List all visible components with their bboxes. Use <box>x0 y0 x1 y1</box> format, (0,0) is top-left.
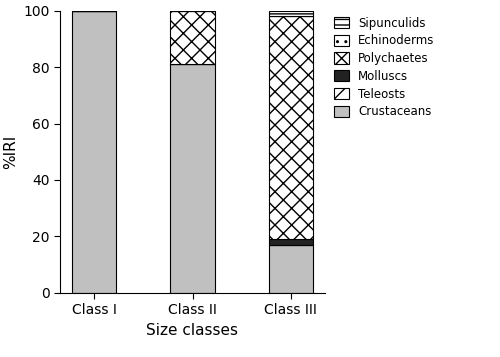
Bar <box>170 64 214 293</box>
Bar <box>72 11 117 293</box>
Bar <box>268 245 313 293</box>
Bar <box>170 11 214 64</box>
Bar <box>268 11 313 16</box>
Bar <box>268 239 313 245</box>
Bar <box>268 16 313 239</box>
Y-axis label: %IRI: %IRI <box>2 135 18 169</box>
X-axis label: Size classes: Size classes <box>146 323 238 338</box>
Legend: Sipunculids, Echinoderms, Polychaetes, Molluscs, Teleosts, Crustaceans: Sipunculids, Echinoderms, Polychaetes, M… <box>334 17 434 118</box>
